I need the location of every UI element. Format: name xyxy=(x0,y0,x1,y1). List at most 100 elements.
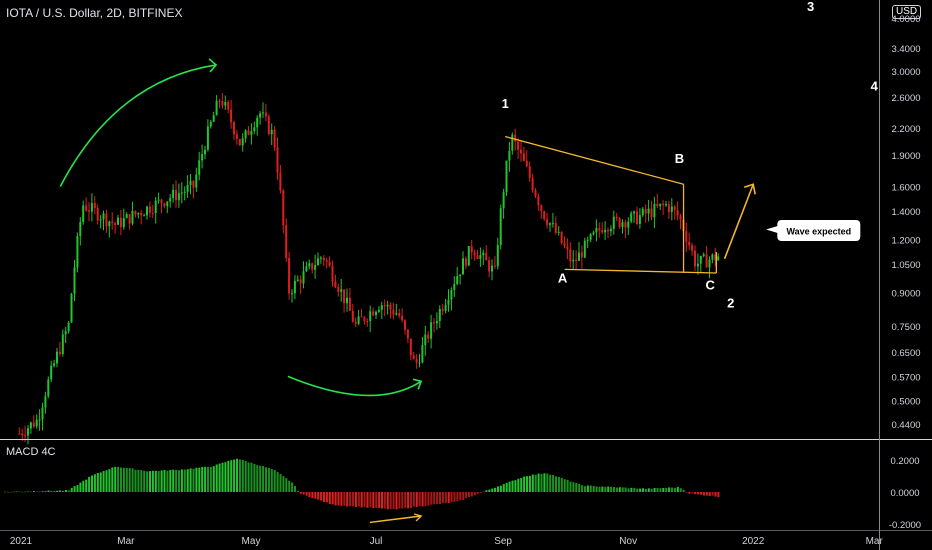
time-tick-label: May xyxy=(242,536,261,547)
macd-bar xyxy=(636,488,639,492)
macd-bar xyxy=(691,492,694,494)
candle-body xyxy=(90,203,93,212)
candle-body xyxy=(140,213,143,216)
candle-body xyxy=(514,134,517,142)
macd-bar xyxy=(209,466,212,492)
candle-body xyxy=(670,206,673,212)
macd-bar xyxy=(372,492,375,509)
callout-bubble[interactable] xyxy=(766,219,861,241)
trendline-lower[interactable] xyxy=(564,268,717,274)
macd-bar xyxy=(633,487,636,492)
macd-bar xyxy=(24,491,27,493)
price-tick-label: 2.2000 xyxy=(891,124,920,135)
candle-body xyxy=(128,214,131,224)
macd-bar xyxy=(259,465,262,492)
time-tick-label: 2021 xyxy=(10,536,33,547)
currency-badge[interactable]: USD xyxy=(892,5,922,19)
macd-bar xyxy=(642,488,644,492)
green-arrow-up[interactable] xyxy=(59,64,217,187)
candle-body xyxy=(146,206,148,216)
candle-body xyxy=(29,422,32,429)
price-tick-label: 0.7500 xyxy=(891,322,920,333)
trendline-upper[interactable] xyxy=(505,135,684,185)
macd-bar xyxy=(67,490,70,492)
candle-body xyxy=(67,322,70,332)
candle-body xyxy=(586,239,589,241)
candle-body xyxy=(346,297,348,304)
candle-body xyxy=(230,109,233,123)
candle-body xyxy=(291,293,293,295)
candle-body xyxy=(612,216,615,229)
candle-body xyxy=(204,149,206,155)
candle-body xyxy=(409,338,412,356)
macd-bar xyxy=(572,482,575,492)
macd-bar xyxy=(250,462,253,492)
candle-body xyxy=(215,100,218,116)
macd-bar xyxy=(93,474,96,492)
candle-body xyxy=(148,206,151,213)
macd-arrow-line[interactable] xyxy=(369,515,422,524)
candle-body xyxy=(702,254,705,256)
wave-label: A xyxy=(558,270,568,285)
candle-body xyxy=(569,249,572,262)
macd-bar xyxy=(595,486,598,492)
macd-bar xyxy=(543,473,546,492)
macd-bar xyxy=(349,492,352,507)
macd-bar xyxy=(508,481,511,492)
macd-bar xyxy=(151,470,154,492)
candle-body xyxy=(18,433,21,435)
macd-bar xyxy=(610,486,613,492)
macd-bar xyxy=(91,475,93,492)
time-tick-label: Mar xyxy=(866,536,884,547)
candle-body xyxy=(522,153,525,161)
wave-label: 1 xyxy=(502,96,509,111)
macd-bar xyxy=(526,476,528,492)
macd-bar xyxy=(511,480,514,492)
macd-bar xyxy=(697,492,700,495)
candle-body xyxy=(444,304,447,311)
macd-bar xyxy=(186,469,189,492)
macd-bar xyxy=(270,469,273,492)
macd-bar xyxy=(178,470,180,492)
candle-body xyxy=(151,212,154,214)
macd-bar xyxy=(624,487,627,492)
macd-bar xyxy=(227,460,230,492)
macd-bar xyxy=(482,491,485,493)
candle-body xyxy=(441,309,444,311)
macd-bar xyxy=(346,492,349,507)
candle-body xyxy=(447,299,450,305)
candle-body xyxy=(360,316,363,318)
candle-body xyxy=(525,160,528,167)
candle-body xyxy=(250,131,253,135)
candle-body xyxy=(366,321,369,322)
projection-arrow-line[interactable] xyxy=(723,183,754,260)
price-tick-label: 3.4000 xyxy=(891,44,920,55)
price-tick-label: 2.6000 xyxy=(891,93,920,104)
wave-label: 4 xyxy=(871,78,879,93)
macd-bar xyxy=(615,487,618,492)
macd-bar xyxy=(218,463,221,492)
candle-body xyxy=(691,245,694,251)
candle-body xyxy=(578,252,580,261)
candle-body xyxy=(134,211,137,215)
price-tick-label: 1.0500 xyxy=(891,260,920,271)
macd-bar xyxy=(183,469,186,492)
macd-bar xyxy=(456,492,459,502)
candle-body xyxy=(482,252,485,256)
candle-body xyxy=(308,263,311,267)
candle-body xyxy=(131,211,134,224)
candle-body xyxy=(627,221,630,228)
candle-body xyxy=(47,379,50,397)
macd-bar xyxy=(244,461,247,492)
green-arrow-bottom[interactable] xyxy=(287,375,422,397)
pane-separator[interactable] xyxy=(0,439,932,440)
candle-body xyxy=(114,223,117,225)
candle-body xyxy=(340,289,343,292)
candle-body xyxy=(714,254,717,261)
macd-bar xyxy=(76,485,79,492)
candle-body xyxy=(314,265,317,270)
candle-body xyxy=(546,219,549,225)
candle-body xyxy=(395,313,398,315)
